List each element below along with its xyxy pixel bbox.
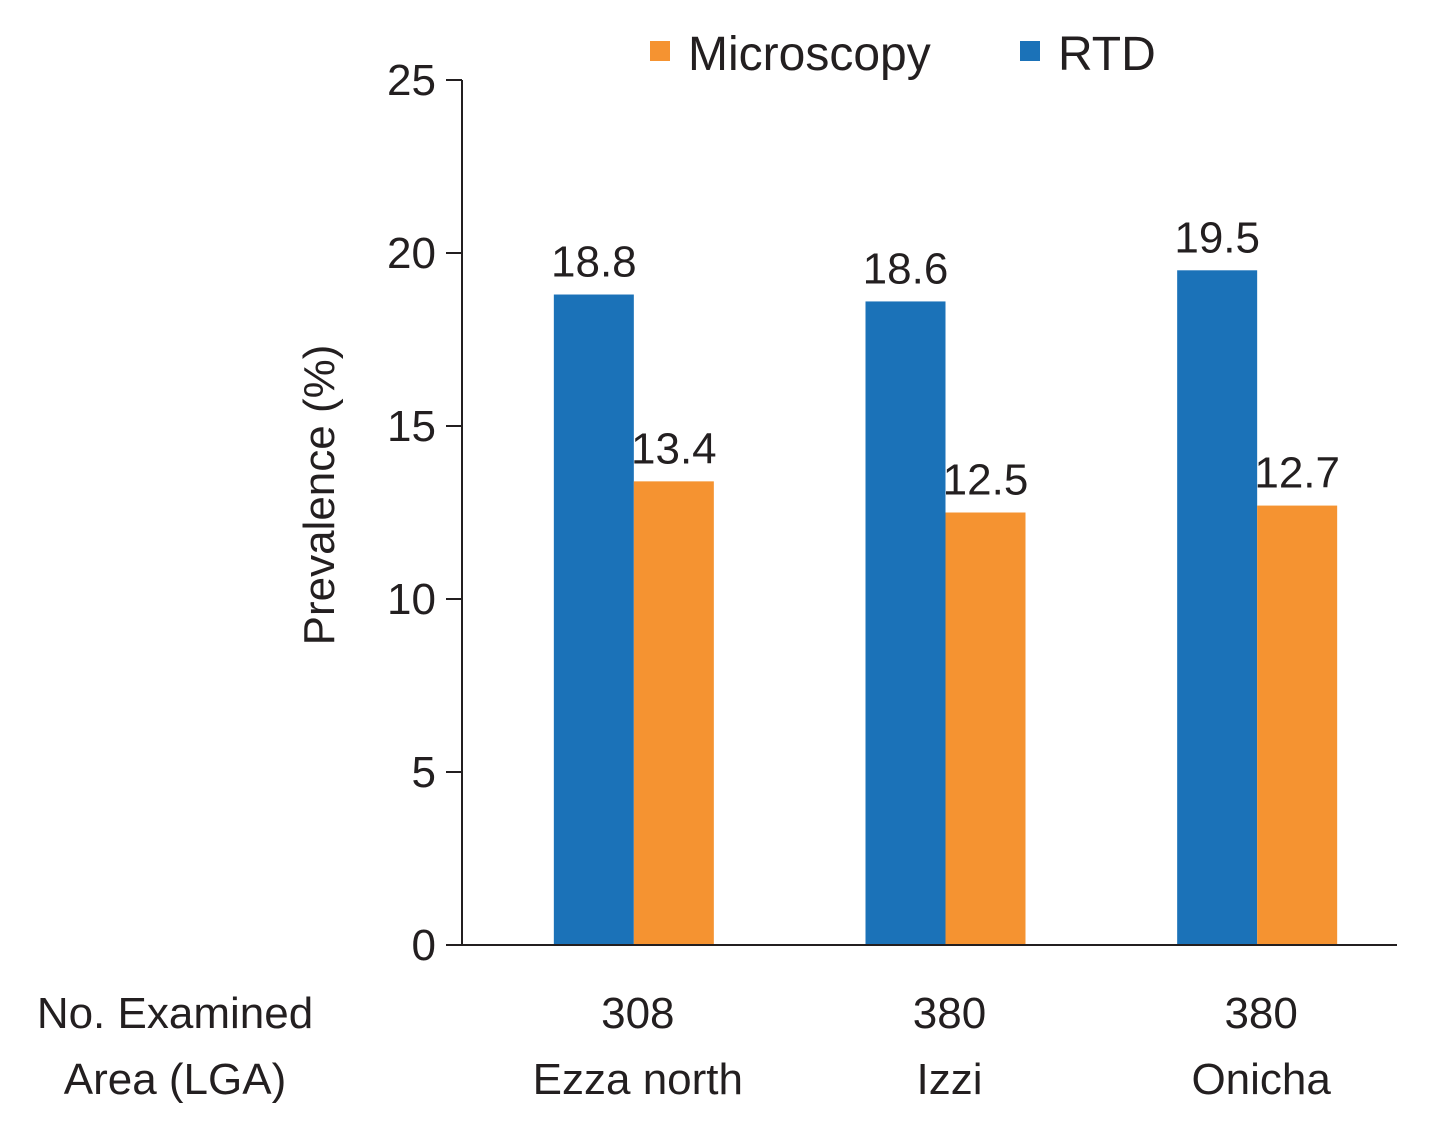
row-label-area: Area (LGA) xyxy=(64,1055,287,1104)
examined-count: 308 xyxy=(601,989,674,1038)
y-axis-ticks: 0 5 10 15 20 25 xyxy=(387,56,462,970)
y-axis-title: Prevalence (%) xyxy=(295,345,344,646)
data-labels: 18.8 13.4 18.6 12.5 19.5 12.7 xyxy=(551,213,1340,504)
category-label: Izzi xyxy=(917,1055,983,1104)
data-label-microscopy: 12.7 xyxy=(1254,449,1340,498)
data-label-rtd: 19.5 xyxy=(1174,213,1260,262)
examined-count: 380 xyxy=(1224,989,1297,1038)
bar-rtd-izzi xyxy=(865,301,946,945)
legend-swatch-rtd xyxy=(1020,41,1040,61)
legend-label-rtd: RTD xyxy=(1058,28,1156,81)
data-label-microscopy: 13.4 xyxy=(631,424,717,473)
examined-count: 380 xyxy=(913,989,986,1038)
bar-rtd-ezza-north xyxy=(553,294,634,945)
bar-microscopy-izzi xyxy=(945,512,1026,945)
legend-swatch-microscopy xyxy=(650,41,670,61)
y-tick-label: 0 xyxy=(412,921,436,970)
category-label: Onicha xyxy=(1191,1055,1331,1104)
row-label-examined: No. Examined xyxy=(37,989,313,1038)
x-axis-categories: 308 Ezza north 380 Izzi 380 Onicha xyxy=(533,989,1332,1104)
y-tick-label: 15 xyxy=(387,402,436,451)
data-label-microscopy: 12.5 xyxy=(943,456,1029,505)
category-label: Ezza north xyxy=(533,1055,743,1104)
bars xyxy=(553,270,1338,945)
data-label-rtd: 18.8 xyxy=(551,238,637,287)
bar-microscopy-ezza-north xyxy=(633,481,714,945)
legend-label-microscopy: Microscopy xyxy=(688,28,931,81)
bar-rtd-onicha xyxy=(1177,270,1258,945)
bar-microscopy-onicha xyxy=(1257,505,1338,945)
y-tick-label: 5 xyxy=(412,748,436,797)
legend: Microscopy RTD xyxy=(650,28,1156,81)
y-tick-label: 25 xyxy=(387,56,436,105)
y-tick-label: 20 xyxy=(387,229,436,278)
y-tick-label: 10 xyxy=(387,575,436,624)
data-label-rtd: 18.6 xyxy=(863,244,949,293)
